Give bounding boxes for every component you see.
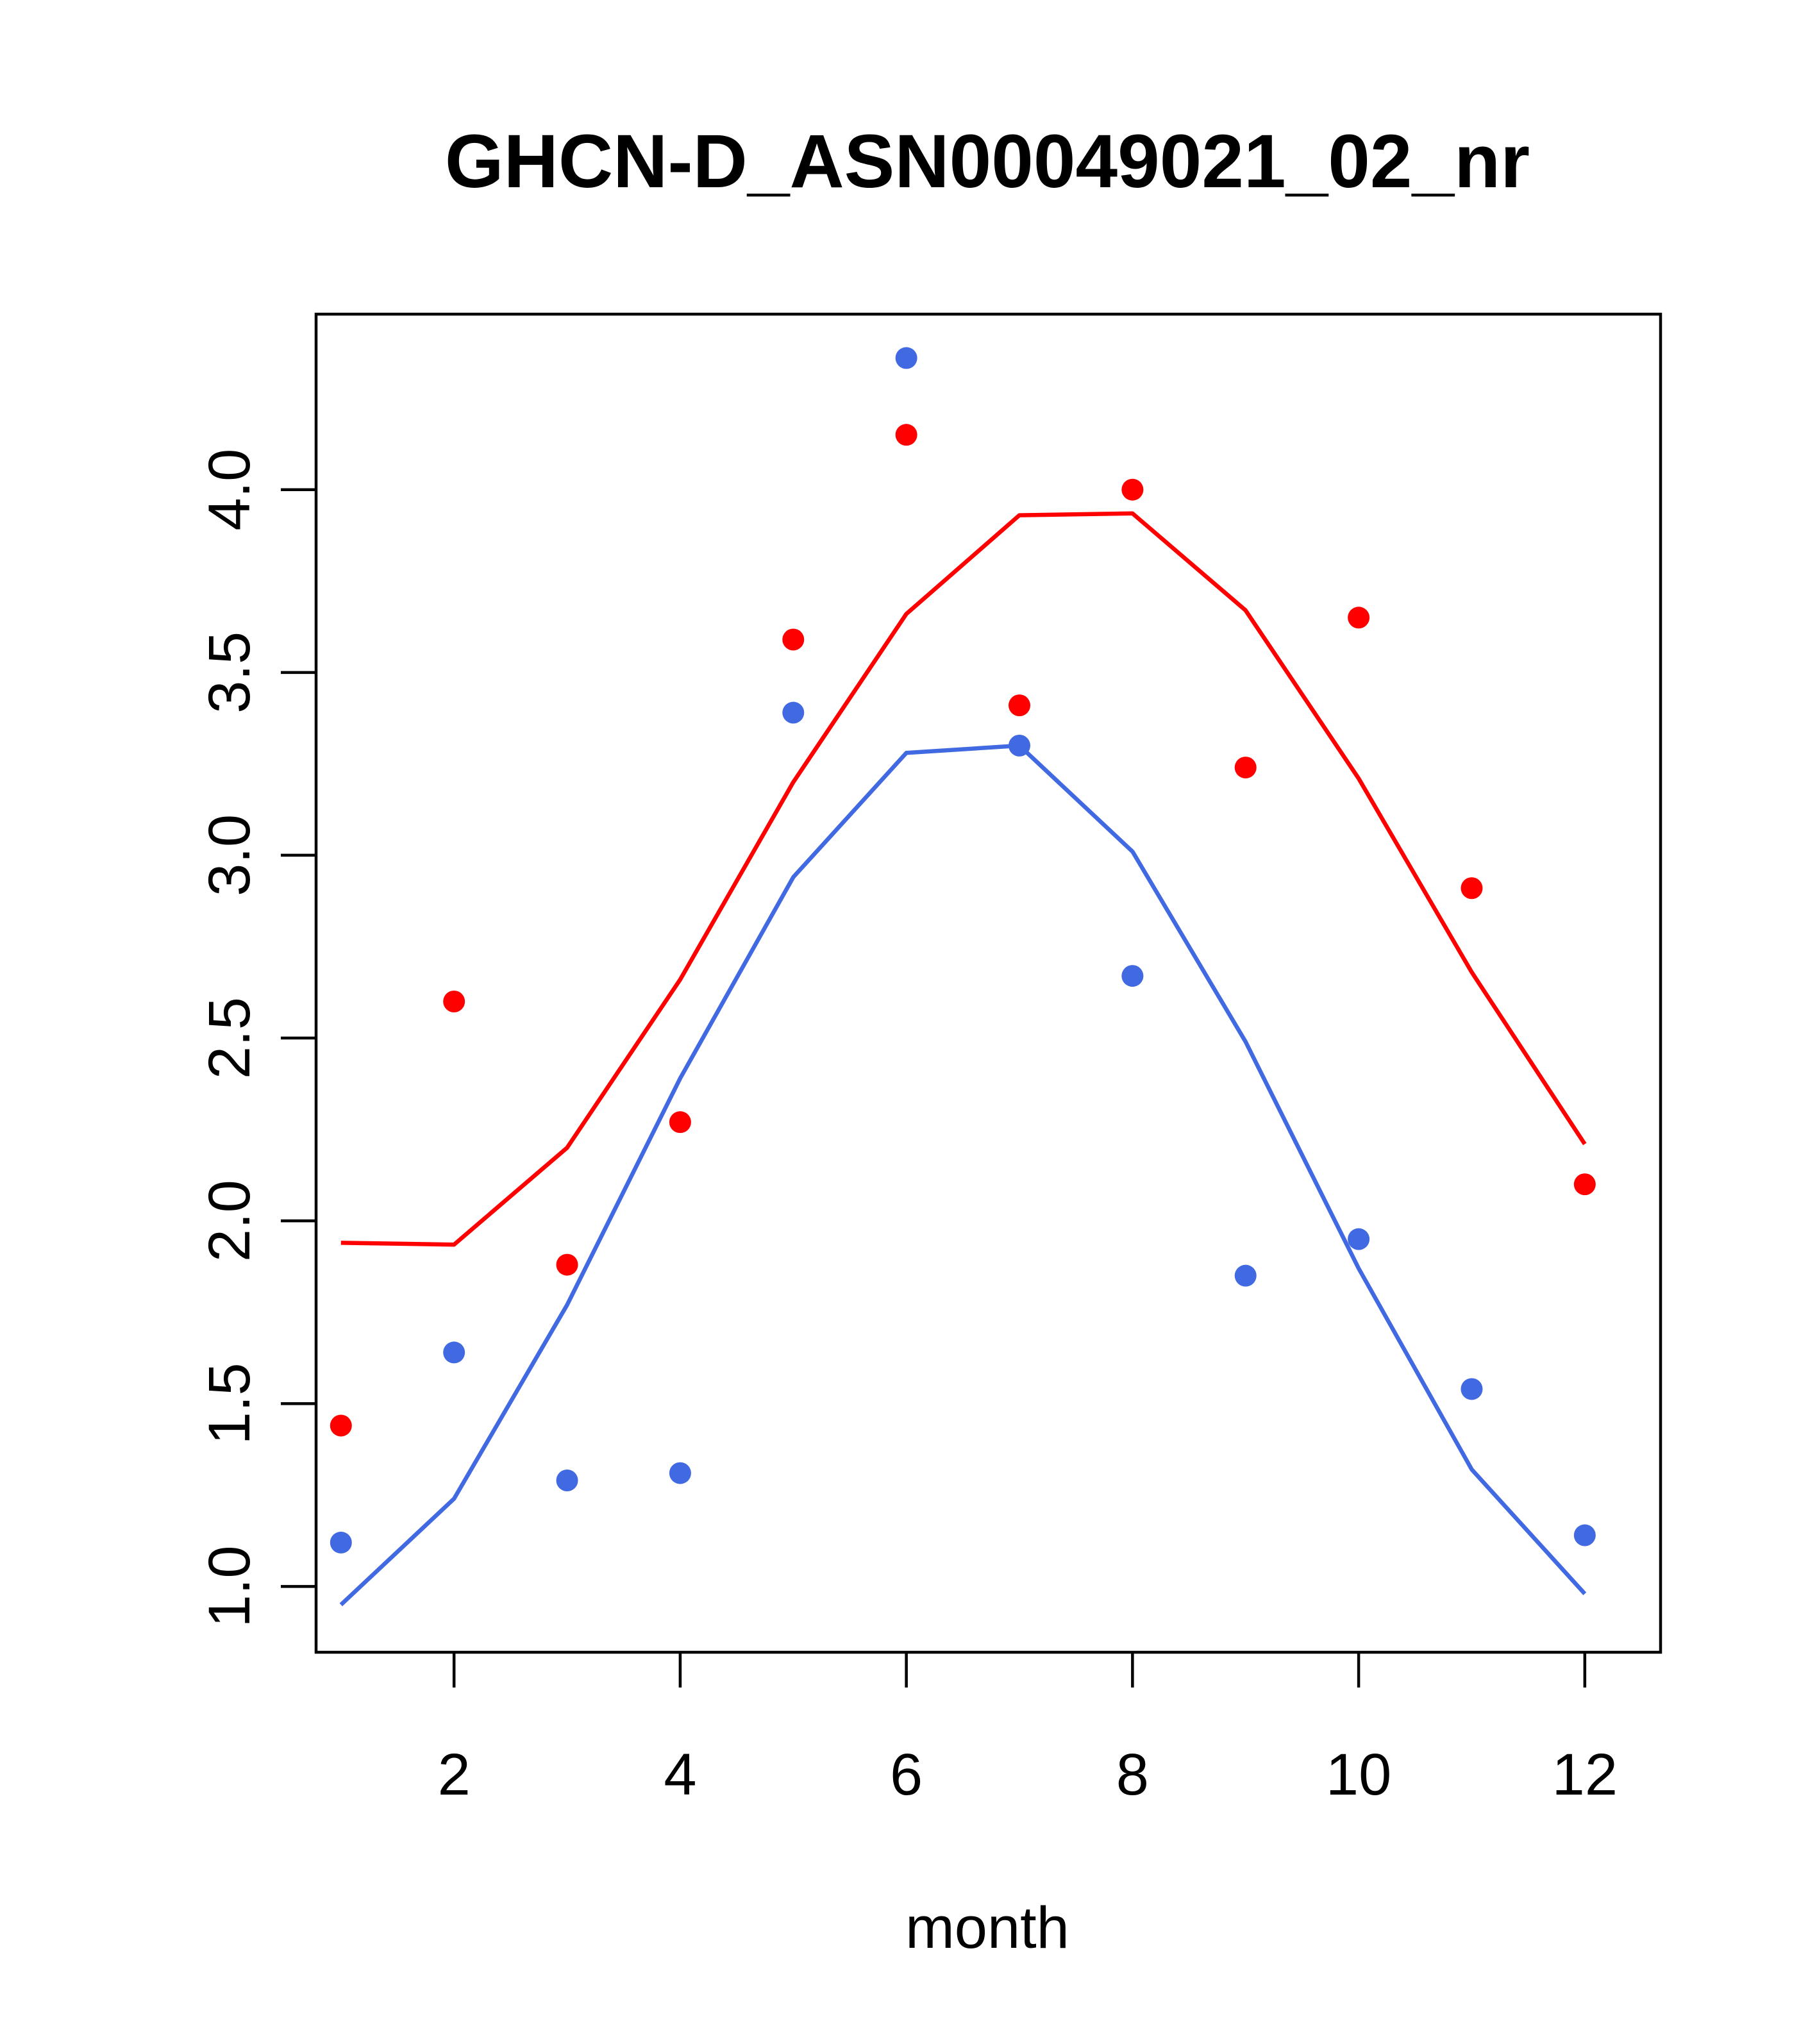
- y-axis: 1.0 1.5 2.0 2.5 3.0 3.5 4.0: [197, 449, 316, 1627]
- series-1-point: [782, 628, 805, 651]
- series-2-point: [782, 701, 805, 724]
- series-2-point: [1121, 965, 1144, 987]
- series-1-point: [330, 1414, 352, 1437]
- series-2-point: [1234, 1264, 1257, 1287]
- y-tick-label: 2.0: [197, 1180, 262, 1262]
- series-1-point: [443, 991, 465, 1013]
- x-axis: 2 4 6 8 10 12: [438, 1652, 1618, 1807]
- x-tick-label: 8: [1116, 1742, 1149, 1807]
- x-axis-label: month: [905, 1895, 1069, 1961]
- series-2-point: [443, 1341, 465, 1364]
- plot-frame: [314, 312, 1662, 1654]
- y-tick-label: 2.5: [197, 997, 262, 1079]
- series-1-point: [1573, 1173, 1596, 1196]
- series-1-point: [1348, 607, 1370, 629]
- series-2-line: [339, 743, 1587, 1607]
- series-1-point: [895, 424, 917, 446]
- x-tick-label: 2: [438, 1742, 471, 1807]
- series-2-point: [1009, 734, 1031, 757]
- x-tick-label: 12: [1552, 1742, 1618, 1807]
- series-points: [330, 347, 1596, 1554]
- series-2-point: [1573, 1524, 1596, 1546]
- series-2-point: [669, 1462, 691, 1484]
- y-tick-label: 3.5: [197, 632, 262, 714]
- series-1-line: [340, 511, 1587, 1247]
- y-tick-label: 1.5: [197, 1362, 262, 1445]
- series-lines: [339, 511, 1587, 1607]
- series-2-point: [330, 1531, 352, 1554]
- x-tick-label: 10: [1326, 1742, 1391, 1807]
- series-1-point: [669, 1111, 691, 1134]
- series-2-point: [895, 347, 917, 369]
- series-1-point: [1009, 694, 1031, 717]
- y-tick-label: 4.0: [197, 449, 262, 531]
- series-2-point: [556, 1469, 578, 1491]
- y-tick-label: 1.0: [197, 1545, 262, 1627]
- series-2-point: [1461, 1378, 1483, 1400]
- x-tick-label: 4: [664, 1742, 696, 1807]
- series-2-point: [1348, 1228, 1370, 1250]
- series-1-point: [1121, 478, 1144, 501]
- series-1-point: [556, 1253, 578, 1276]
- series-1-point: [1461, 877, 1483, 900]
- y-tick-label: 3.0: [197, 814, 262, 896]
- x-tick-label: 6: [890, 1742, 923, 1807]
- chart-title: GHCN-D_ASN00049021_02_nr: [445, 119, 1530, 204]
- series-1-point: [1234, 757, 1257, 779]
